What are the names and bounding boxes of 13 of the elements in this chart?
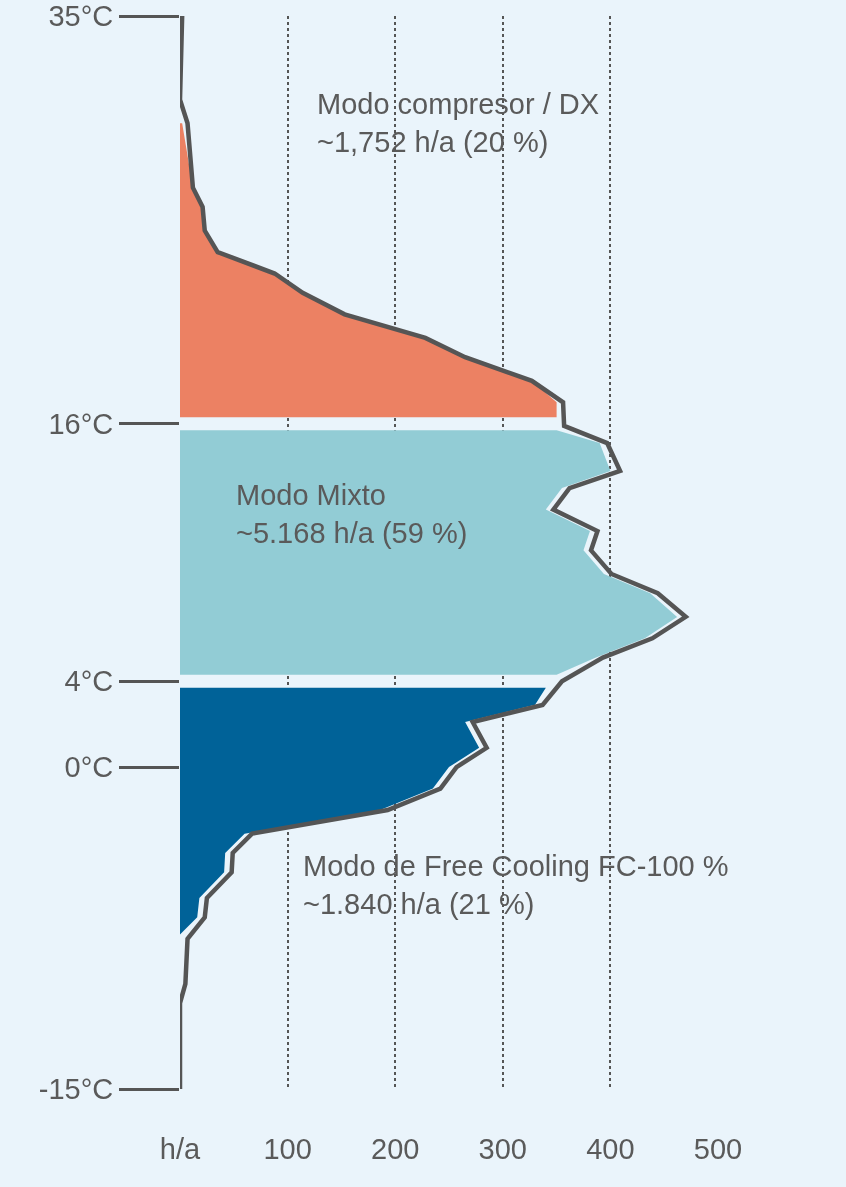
y-tick-label: 4°C [64,665,114,698]
annotation: Modo Mixto ~5.168 h/a (59 %) [236,479,468,549]
y-tick-label: 35°C [48,0,114,33]
x-tick-label: 300 [478,1133,527,1165]
x-tick-label: 400 [586,1133,635,1165]
y-tick-label: 0°C [64,751,114,784]
y-tick-label: 16°C [48,407,114,440]
annotation: Modo compresor / DX ~1,752 h/a (20 %) [317,88,600,158]
x-tick-label: 200 [371,1133,420,1165]
x-tick-label: h/a [159,1133,202,1165]
y-tick-label: -15°C [38,1073,114,1106]
x-tick-label: 100 [263,1133,312,1165]
x-tick-label: 500 [693,1133,743,1165]
